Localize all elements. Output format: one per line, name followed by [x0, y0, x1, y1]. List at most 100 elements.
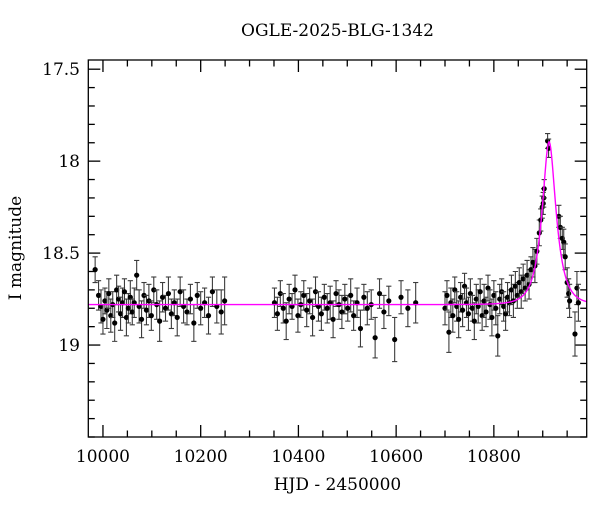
- data-point: [125, 305, 131, 311]
- data-point: [477, 289, 483, 295]
- data-point: [361, 294, 367, 300]
- chart-title: OGLE-2025-BLG-1342: [241, 21, 434, 41]
- data-point: [493, 305, 499, 311]
- data-point: [205, 313, 212, 319]
- data-point: [123, 314, 130, 321]
- data-point: [148, 313, 154, 319]
- data-point: [292, 287, 298, 293]
- data-point: [516, 279, 522, 286]
- data-point: [174, 314, 180, 321]
- model-curve: [88, 140, 587, 306]
- data-point: [117, 311, 124, 317]
- data-point: [481, 298, 487, 304]
- data-point: [458, 294, 464, 300]
- data-point: [497, 296, 503, 302]
- data-point: [357, 325, 364, 332]
- data-point: [330, 316, 336, 322]
- data-point: [342, 296, 348, 302]
- data-point: [333, 290, 339, 297]
- x-tick-label: 10800: [467, 447, 521, 467]
- data-point: [491, 292, 497, 298]
- data-point: [157, 318, 163, 324]
- data-point: [95, 292, 102, 298]
- data-point: [504, 294, 511, 300]
- data-point: [575, 300, 581, 306]
- data-point: [198, 305, 204, 311]
- data-point: [376, 290, 383, 297]
- data-points-layer: [92, 133, 581, 363]
- data-point: [112, 320, 118, 326]
- data-point: [191, 320, 197, 326]
- data-point: [209, 289, 216, 295]
- data-point: [364, 305, 370, 311]
- data-point: [114, 287, 120, 293]
- data-point: [392, 336, 398, 343]
- data-point: [286, 296, 292, 302]
- data-point: [471, 318, 477, 324]
- data-point: [165, 290, 172, 297]
- data-point: [459, 307, 466, 313]
- data-point: [512, 283, 518, 289]
- data-point: [345, 305, 351, 311]
- data-point: [218, 309, 224, 315]
- data-point: [92, 267, 98, 273]
- data-point: [324, 305, 330, 311]
- data-point: [129, 309, 135, 315]
- y-tick-label: 17.5: [42, 60, 80, 80]
- axes-layer: [88, 60, 587, 438]
- data-point: [106, 290, 112, 297]
- data-point: [138, 316, 145, 322]
- data-point: [194, 292, 200, 298]
- data-point: [473, 296, 479, 302]
- data-point: [562, 254, 568, 260]
- data-point: [309, 314, 316, 321]
- data-point: [321, 294, 327, 300]
- data-point: [143, 307, 150, 313]
- data-point: [483, 309, 489, 315]
- data-point: [572, 331, 578, 337]
- model-curve-layer: [88, 140, 587, 306]
- y-tick-label: 18: [58, 152, 80, 172]
- data-point: [456, 316, 462, 322]
- plot-frame-layer: [87, 59, 588, 438]
- data-point: [444, 292, 450, 298]
- plot-frame: [87, 59, 588, 438]
- data-point: [501, 303, 507, 310]
- data-point: [386, 298, 392, 304]
- data-point: [566, 298, 573, 304]
- y-axis-label: I magnitude: [6, 196, 26, 300]
- data-point: [280, 305, 286, 311]
- x-axis-label: HJD - 2450000: [274, 475, 402, 495]
- data-point: [222, 298, 228, 304]
- data-point: [121, 289, 128, 295]
- data-point: [524, 272, 530, 278]
- data-point: [450, 313, 456, 319]
- y-tick-label: 19: [58, 336, 80, 356]
- data-point: [469, 305, 475, 311]
- x-tick-label: 10400: [271, 447, 325, 467]
- data-point: [102, 298, 108, 304]
- tick-label-layer: 10000 10200 10400 10600 10800 17.5 18 18.5 19: [42, 60, 521, 467]
- data-point: [465, 311, 472, 317]
- data-point: [508, 287, 515, 293]
- data-point: [495, 333, 501, 339]
- data-point: [446, 329, 452, 335]
- y-tick-label: 18.5: [42, 244, 80, 264]
- data-point: [187, 296, 194, 302]
- data-point: [312, 289, 319, 295]
- data-point: [274, 311, 280, 317]
- data-point: [528, 267, 534, 273]
- data-point: [283, 318, 289, 324]
- data-point: [398, 294, 404, 300]
- data-point: [520, 276, 526, 282]
- data-point: [489, 314, 495, 321]
- data-point: [405, 305, 411, 311]
- data-point: [151, 287, 157, 293]
- data-point: [134, 272, 140, 278]
- data-point: [381, 309, 387, 315]
- data-point: [566, 290, 572, 297]
- x-tick-label: 10600: [369, 447, 423, 467]
- data-point: [304, 307, 310, 313]
